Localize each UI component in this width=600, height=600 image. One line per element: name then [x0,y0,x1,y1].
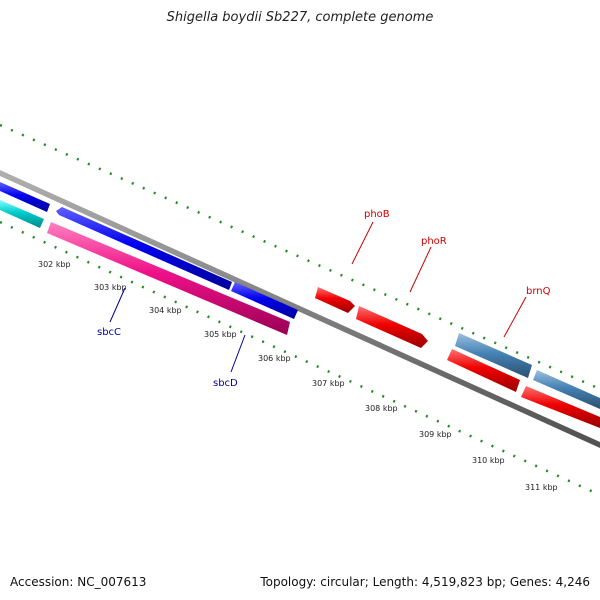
inner-tick-band [0,220,600,497]
gene-label-brnQ: brnQ [526,286,551,297]
tick-labels: 302 kbp 303 kbp 304 kbp 305 kbp 306 kbp … [38,260,558,492]
gene-label-phoB: phoB [364,209,390,220]
gene-blue-3 [231,282,298,319]
gene-red-3 [447,349,520,392]
feature-track-reverse [0,200,600,428]
phoR-connector [409,246,432,293]
sbcC-connector [109,287,126,323]
label-connectors [109,221,527,373]
gene-label-sbcD: sbcD [213,378,238,389]
gene-blue-2 [56,207,232,290]
tick-label: 307 kbp [312,379,345,388]
genes-label: Genes: [509,575,552,589]
accession-info: Accession: NC_007613 [10,575,146,589]
outer-tick-band [0,123,600,391]
gene-phoR [356,306,428,348]
genes-value: 4,246 [555,575,590,589]
tick-label: 306 kbp [258,354,291,363]
gene-label-sbcC: sbcC [97,327,121,338]
gene-steel-2 [533,370,600,409]
length-value: 4,519,823 bp [421,575,502,589]
map-title: Shigella boydii Sb227, complete genome [166,10,434,25]
accession-label: Accession: [10,575,74,589]
feature-track-forward [0,182,600,409]
tick-label: 308 kbp [365,404,398,413]
gene-label-phoR: phoR [421,236,447,247]
tick-label: 302 kbp [38,260,71,269]
topology-label: Topology: [260,575,317,589]
topology-value: circular [320,575,365,589]
gene-cyan-1 [0,200,44,228]
tick-label: 304 kbp [149,306,182,315]
brnQ-connector [503,296,527,338]
gene-brnQ [455,333,532,378]
tick-label: 309 kbp [419,430,452,439]
genome-summary: Topology: circular; Length: 4,519,823 bp… [260,575,590,589]
gene-phoB [315,287,355,313]
genome-backbone [0,170,600,448]
gene-labels: phoB phoR brnQ sbcC sbcD [97,209,551,389]
sbcD-connector [230,334,246,373]
tick-label: 310 kbp [472,456,505,465]
gene-blue-1 [0,182,50,212]
length-label: Length: [372,575,419,589]
phoB-connector [351,221,374,265]
tick-label: 311 kbp [525,483,558,492]
gene-red-4 [521,386,600,428]
tick-label: 305 kbp [204,330,237,339]
tick-label: 303 kbp [94,283,127,292]
accession-value: NC_007613 [77,575,147,589]
gene-sbcC [47,222,290,335]
